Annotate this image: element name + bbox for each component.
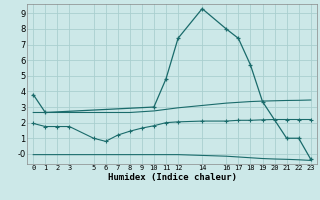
X-axis label: Humidex (Indice chaleur): Humidex (Indice chaleur) [108,173,236,182]
